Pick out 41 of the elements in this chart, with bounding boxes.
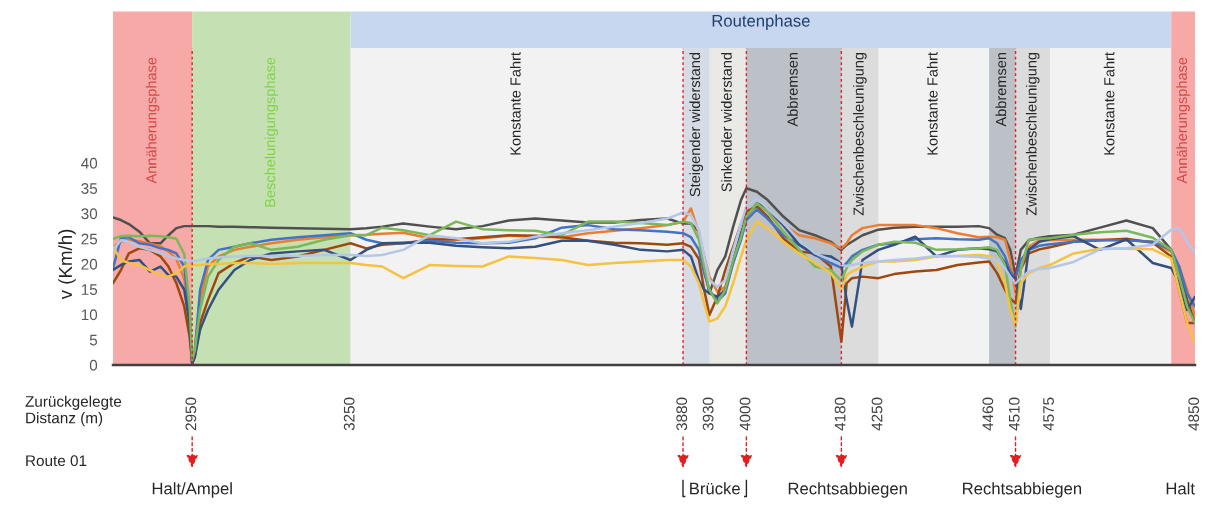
x-tick-label: 4460 (982, 397, 994, 431)
x-tick-label: 4000 (739, 397, 751, 431)
band-label: Annäherungsphase (1176, 57, 1190, 184)
y-axis-title: v (Km/h) (58, 229, 76, 300)
x-tick-label: 4850 (1188, 397, 1200, 431)
band-label: Konstante Fahrt (1103, 52, 1115, 155)
x-tick-label: 3930 (702, 397, 714, 431)
y-tick-label: 10 (81, 309, 98, 321)
x-tick-label: 4510 (1008, 397, 1020, 431)
band-label: Beschelunigungsphase (264, 57, 279, 207)
band-label: Abbremsen (787, 52, 798, 127)
text: Rechtsabbiegen (788, 482, 907, 498)
text: Halt/Ampel (152, 482, 232, 498)
band-label: Routenphase (712, 14, 810, 31)
band-label: Annäherungsphase (145, 57, 160, 184)
x-tick-label: 2950 (185, 397, 197, 431)
x-tick-label: 4575 (1043, 397, 1054, 431)
y-tick-label: 25 (81, 233, 98, 245)
text: Brücke (690, 482, 740, 495)
y-tick-label: 5 (89, 334, 98, 346)
y-tick-label: 0 (89, 359, 98, 371)
y-tick-label: 30 (81, 208, 98, 220)
x-tick-label: 4180 (834, 397, 846, 431)
band-label: Sinkender widerstand (721, 52, 732, 192)
band-label: Steigender widerstand (689, 52, 704, 197)
x-tick-label: 4250 (871, 397, 883, 431)
y-tick-label: 40 (81, 157, 98, 169)
text: Rechtsabbiegen (963, 482, 1082, 498)
band-label: Zwischenbeschleunigung (1025, 52, 1040, 216)
x-axis-title: Zurückgelegte Distanz (m) (25, 395, 122, 427)
y-tick-label: 20 (81, 258, 98, 270)
x-tick-label: 3250 (343, 397, 355, 431)
text: Route 01 (26, 455, 87, 467)
x-tick-label: 3880 (676, 397, 688, 431)
band-label: Abbremsen (995, 52, 1007, 127)
band-label: Zwischenbeschleunigung (853, 52, 867, 216)
y-tick-label: 35 (81, 183, 98, 194)
band-label: Konstante Fahrt (926, 52, 938, 155)
y-tick-label: 15 (81, 284, 98, 295)
band-label: Konstante Fahrt (509, 52, 521, 155)
text: Halt (1166, 482, 1195, 495)
